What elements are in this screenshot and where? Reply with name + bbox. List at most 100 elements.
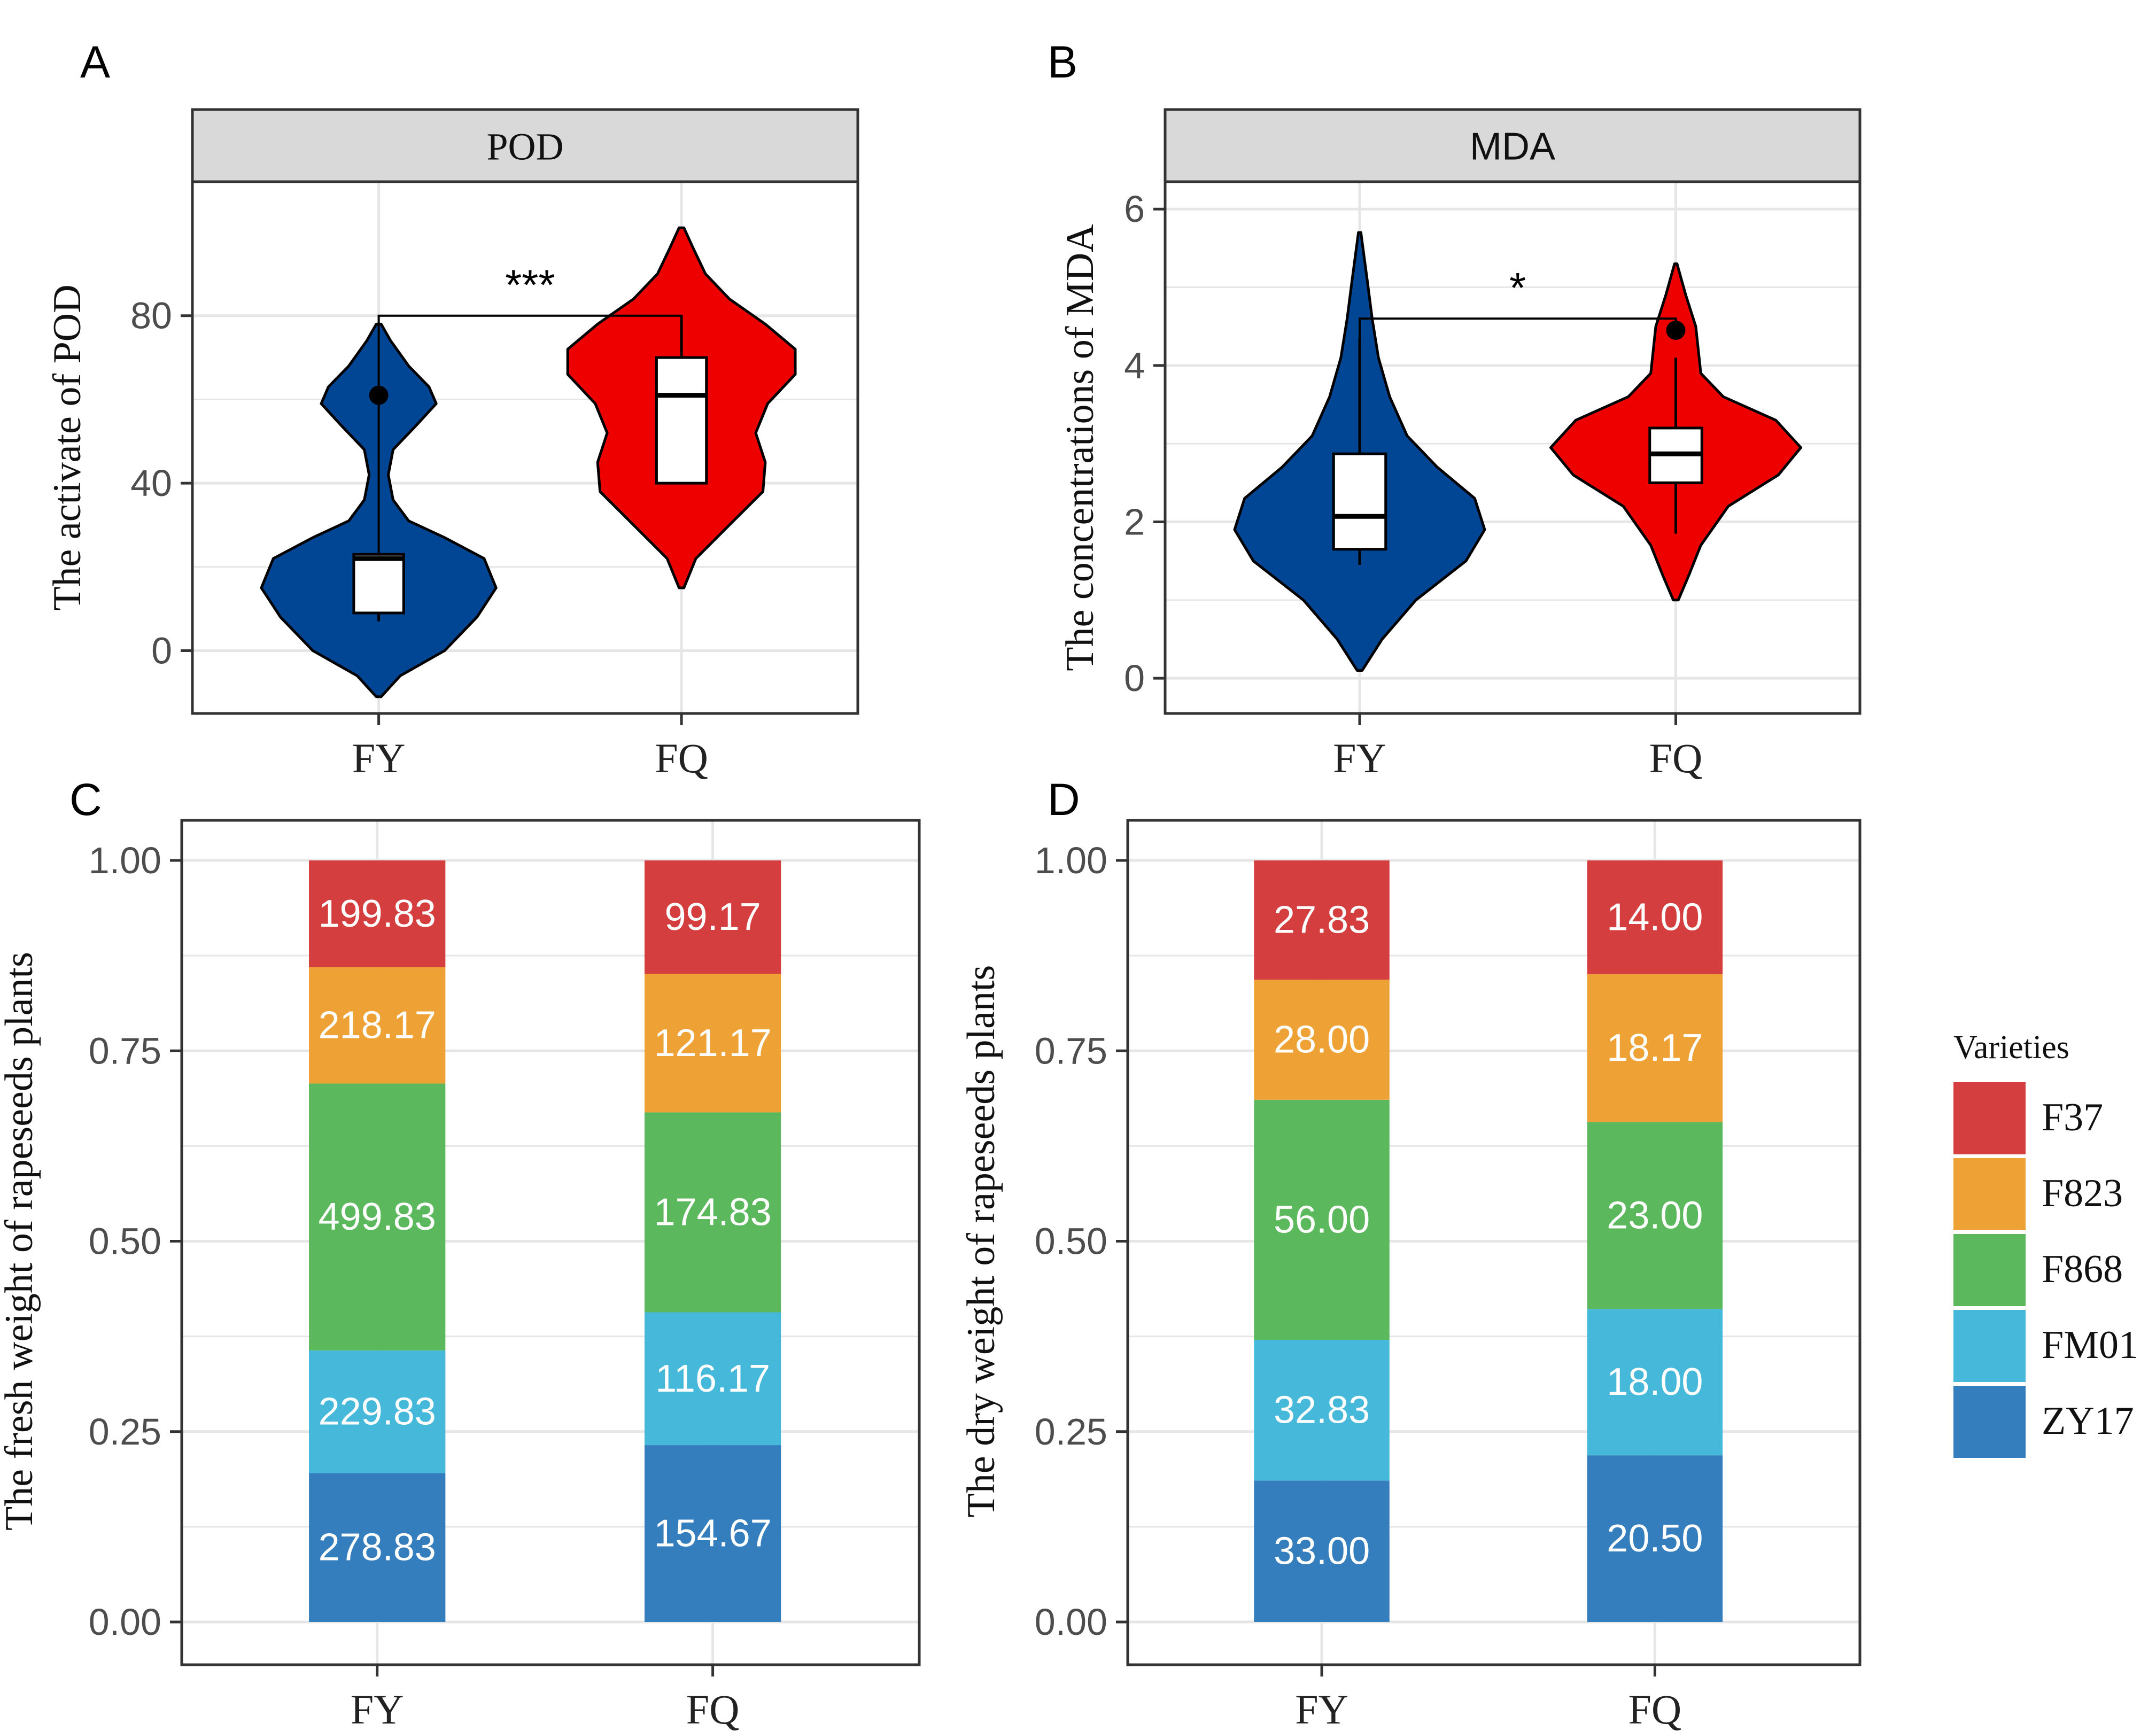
strip-title: POD [486,126,563,168]
y-tick-label: 40 [130,462,172,504]
x-tick-label: FY [351,1686,404,1731]
y-tick-label: 1.00 [89,840,161,881]
bar-segment-F823-FY [309,967,446,1084]
bar-segment-ZY17-FY [309,1473,446,1622]
data-label: 27.83 [1274,899,1370,942]
bar-segment-FM01-FQ [644,1312,781,1446]
y-tick-label: 0.75 [89,1030,161,1072]
legend-label-F823: F823 [2042,1171,2123,1215]
strip [1164,108,1862,183]
x-tick-label: FQ [1649,735,1703,781]
data-label: 99.17 [665,896,761,938]
y-tick-label: 0.75 [1035,1030,1107,1072]
x-tick-label: FQ [655,735,708,781]
x-tick-label: FQ [686,1686,740,1731]
data-label: 20.50 [1607,1517,1703,1560]
panel-C: C 278.83 229.83 499.83 218.17 199.83 154.67 116… [0,774,921,1731]
legend: Varieties F37 F823 F868 FM01 ZY17 [1953,1029,2138,1458]
legend-swatch-F868 [1953,1234,2026,1306]
bar-segment-F823-FQ [644,974,781,1113]
data-label: 33.00 [1274,1530,1370,1573]
data-label: 154.67 [654,1512,771,1555]
box-FQ [655,356,708,485]
data-label: 23.00 [1607,1194,1703,1237]
legend-swatch-F823 [1953,1158,2026,1230]
x-tick-label: FY [1295,1686,1348,1731]
data-label: 18.00 [1607,1361,1703,1403]
legend-title: Varieties [1953,1029,2069,1066]
bar-segment-F868-FQ [644,1112,781,1313]
y-tick-label: 6 [1124,188,1145,230]
box-FY [1332,452,1387,551]
legend-label-FM01: FM01 [2042,1323,2138,1367]
y-tick-label: 0.00 [1035,1601,1107,1643]
y-tick-label: 0.50 [89,1221,161,1262]
data-label: 199.83 [319,892,436,935]
bar-segment-ZY17-FY [1254,1480,1390,1622]
bar-segment-FM01-FY [1254,1339,1390,1481]
bar-segment-ZY17-FQ [644,1445,781,1622]
y-tick-label: 0.25 [1035,1411,1107,1453]
bar-segment-F37-FY [309,860,446,967]
legend-swatch-ZY17 [1953,1386,2026,1458]
data-label: 56.00 [1274,1198,1370,1241]
data-label: 18.17 [1607,1027,1703,1069]
panel-letter: D [1048,774,1080,825]
y-tick-label: 0 [151,630,172,671]
panel-B: B * MDA 0 2 4 6 FY FQ The concentrations of MDA [1048,37,1862,781]
legend-label-F37: F37 [2042,1096,2103,1139]
y-tick-label: 4 [1124,345,1145,386]
x-tick-label: FY [352,735,406,781]
data-label: 229.83 [319,1391,436,1433]
data-label: 116.17 [655,1357,770,1400]
bar-segment-F868-FQ [1587,1122,1723,1309]
y-tick-label: 0 [1124,657,1145,699]
bar-segment-ZY17-FQ [1587,1455,1723,1622]
outlier-point [1666,321,1686,340]
bar-segment-F823-FQ [1587,974,1723,1122]
panel-A: A *** POD 0 40 80 FY FQ The activate of POD [45,37,859,781]
y-tick-label: 0.50 [1035,1221,1107,1262]
legend-swatch-F37 [1953,1082,2026,1154]
y-axis-label: The activate of POD [45,284,89,610]
bar-segment-F823-FY [1254,980,1390,1100]
bar-segment-F37-FY [1254,860,1390,980]
legend-swatch-FM01 [1953,1310,2026,1382]
panel-D: D 33.00 32.83 56.00 28.00 27.83 20.50 18.00 23.0… [959,774,1862,1731]
bar-segment-F868-FY [1254,1099,1390,1340]
bar-segment-FM01-FQ [1587,1309,1723,1456]
y-axis-label: The concentrations of MDA [1058,224,1102,671]
y-axis-label: The fresh weight of rapeseeds plants [0,952,41,1531]
panel-letter: A [80,37,110,87]
bar-segment-F37-FQ [644,860,781,974]
data-label: 278.83 [319,1526,436,1569]
data-label: 121.17 [654,1022,771,1065]
x-tick-label: FY [1333,735,1386,781]
strip-title: MDA [1470,126,1555,168]
data-label: 218.17 [319,1004,436,1047]
y-tick-label: 0.00 [89,1601,161,1643]
significance-label: *** [505,261,555,309]
x-tick-label: FQ [1628,1686,1682,1731]
data-label: 174.83 [654,1191,771,1233]
panel-letter: C [69,774,102,825]
y-axis-label: The dry weight of rapeseeds plants [959,965,1003,1518]
panel-letter: B [1048,37,1077,87]
y-tick-label: 80 [130,295,172,337]
legend-label-ZY17: ZY17 [2042,1399,2134,1443]
bar-segment-FM01-FY [309,1350,446,1473]
data-label: 28.00 [1274,1019,1370,1061]
data-label: 14.00 [1607,896,1703,938]
data-label: 32.83 [1274,1389,1370,1432]
legend-label-F868: F868 [2042,1247,2123,1291]
significance-label: * [1509,264,1526,312]
bar-segment-F37-FQ [1587,860,1723,974]
y-tick-label: 2 [1124,501,1145,543]
data-label: 499.83 [319,1196,436,1238]
y-tick-label: 1.00 [1035,840,1107,881]
bar-segment-F868-FY [309,1083,446,1350]
strip [191,108,859,183]
y-tick-label: 0.25 [89,1411,161,1453]
box-FY [352,553,405,615]
